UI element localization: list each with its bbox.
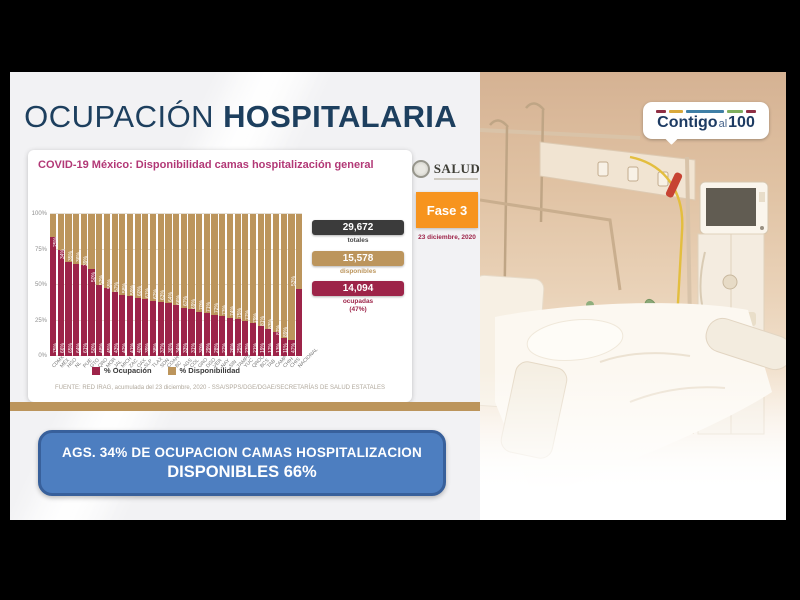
bar-QROO: 77% 23% QROO [245,214,266,369]
disponibles-label: disponibles [339,268,377,275]
phase-date: 23 diciembre, 2020 [418,234,476,241]
bar-SLP: 60% 40% SLP [137,214,154,369]
bar-CDMX: 16% 84% CDMX [45,214,66,369]
bar-DGO: 70% 30% DGO [199,214,217,369]
bar-TAB: 81% 19% TAB [260,214,277,369]
bar-QRO: 50% 50% QRO [91,214,109,369]
y-axis-tick: 25% [34,317,47,324]
contigo-al-100-logo: Contigoal100 [643,102,769,145]
photo-bottom-fade [480,370,786,520]
bar-NAY: 72% 28% NAY [214,214,231,369]
headwall-panel [539,141,696,201]
ocupadas-label: ocupadas (47%) [342,298,374,313]
bar-TAMPS: 74% 26% TAMPS [230,214,252,369]
title-bold: HOSPITALARIA [223,99,457,134]
salud-wordmark: SALUD [433,161,481,176]
bar-TLAX: 61% 39% TLAX [145,214,164,369]
chart-card: COVID-19 México: Disponibilidad camas ho… [28,150,412,402]
chart-title: COVID-19 México: Disponibilidad camas ho… [38,159,374,171]
bar-OAX: 59% 41% OAX [130,214,147,369]
logo-dash [746,110,756,113]
slide: OCUPACIÓN HOSPITALARIA COVID-19 México: … [10,72,786,520]
salud-logo: SALUD [408,160,484,178]
legend-label-ocupacion: % Ocupación [104,366,152,375]
ocupadas-value: 14,094 [312,281,404,296]
logo-dash [727,110,743,113]
bar-MÉX: 25% 75% MÉX [53,214,71,369]
patient-monitor [699,181,769,235]
salud-seal-icon [411,160,430,178]
chart-legend: % Ocupación % Disponibilidad [28,366,304,375]
gold-divider [10,402,480,411]
phase-badge: Fase 3 [416,192,478,228]
bar-SON: 62% 38% SON [153,214,171,369]
bar-ZAC: 58% 42% ZAC [122,214,139,369]
iv-hook-icon [489,119,509,128]
bar-GTO: 39% 61% GTO [83,214,101,369]
bar-BC: 64% 36% BC [168,214,183,369]
y-axis-tick: 100% [31,211,47,217]
logo-text: Contigoal100 [657,115,755,131]
bar-NL: 35% 65% NL [68,214,83,369]
bar-CHIS: 89% 11% CHIS [283,214,302,369]
legend-swatch-ocupacion [92,366,101,375]
logo-100: 100 [728,114,755,131]
legend-swatch-disponibilidad [167,366,176,375]
logo-dash [669,110,683,113]
iv-hook2-icon [525,102,545,111]
bar-MICH: 57% 43% MICH [114,214,133,369]
bar-VER: 71% 29% VER [206,214,224,369]
logo-dash [686,110,724,113]
logo-contigo: Contigo [657,114,718,131]
callout-ocupadas: 14,094 ocupadas (47%) [312,281,404,314]
disponibles-value: 15,578 [312,251,404,266]
callout-totales: 29,672 totales [312,220,404,245]
logo-al: al [718,118,728,130]
bar-COL: 67% 33% COL [183,214,201,369]
logo-dashes [656,110,756,113]
bar-SIN: 73% 27% SIN [222,214,238,369]
banner-line1: AGS. 34% DE OCUPACION CAMAS HOSPITALIZAC… [62,444,422,460]
logo-dash [656,110,666,113]
left-panel: OCUPACIÓN HOSPITALARIA COVID-19 México: … [10,72,480,520]
gridline [50,213,302,214]
bar-CAMP: 83% 17% CAMP [268,214,288,369]
bars-container: 16% 84% CDMX 25% 75% MÉX 34% 66% HGO 35% 65% NL 36% 6… [45,214,319,369]
totales-value: 29,672 [312,220,404,235]
y-axis-tick: 0% [38,353,47,359]
red-handle-icon [665,172,683,198]
callout-disponibles: 15,578 disponibles [312,251,404,276]
source-note: FUENTE: RED IRAG, acumulada del 23 dicie… [55,385,385,391]
legend-label-disponibilidad: % Disponibilidad [179,366,240,375]
bar-chart: 16% 84% CDMX 25% 75% MÉX 34% 66% HGO 35% 65% NL 36% 6… [32,211,320,369]
y-axis-tick: 75% [34,246,47,253]
wall-pipe [480,198,622,291]
bar-YUC: 75% 25% YUC [237,214,255,369]
legend-ocupacion: % Ocupación [92,366,152,375]
y-axis-tick: 50% [34,282,47,288]
bar-NACIONAL: 53% 47% NACIONAL [291,214,319,369]
bar-JAL: 55% 45% JAL [107,214,123,369]
totales-label: totales [347,237,369,244]
bar-PUE: 36% 64% PUE [76,214,93,369]
bar-AGS: 66% 34% AGS [176,214,193,369]
bar-MOR: 52% 48% MOR [99,214,117,369]
page-title: OCUPACIÓN HOSPITALARIA [24,92,464,142]
wall-outlets [597,161,669,187]
bar-CHIH: 87% 13% CHIH [276,214,295,369]
bar-GRO: 69% 31% GRO [191,214,209,369]
legend-disponibilidad: % Disponibilidad [167,366,240,375]
title-light: OCUPACIÓN [24,99,215,134]
salud-logo-subline [434,178,478,180]
bar-COAH: 63% 37% COAH [160,214,181,369]
bar-BCS: 79% 21% BCS [253,214,270,369]
highlight-banner: AGS. 34% DE OCUPACION CAMAS HOSPITALIZAC… [38,430,446,496]
banner-line2: DISPONIBLES 66% [167,462,317,481]
bar-HGO: 34% 66% HGO [60,214,79,369]
hospital-room-photo: Contigoal100 [480,72,786,520]
ceiling-rail [480,128,641,140]
